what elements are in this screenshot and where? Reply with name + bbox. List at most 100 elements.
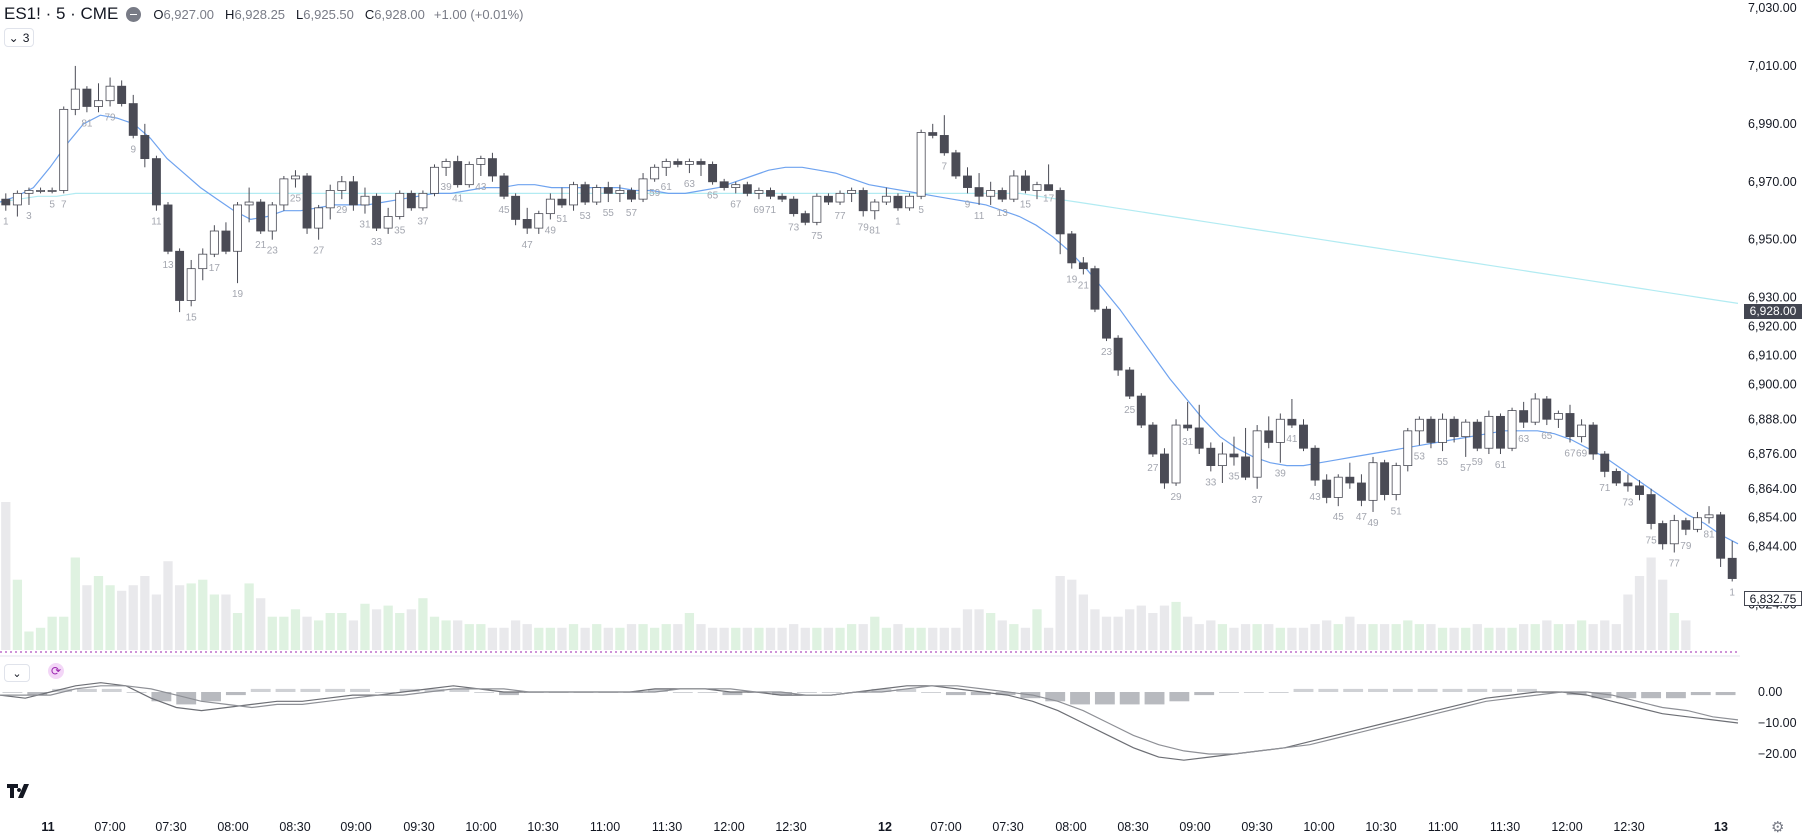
candle-body bbox=[163, 204, 173, 252]
volume-bar bbox=[1310, 624, 1320, 650]
bar-count-label: 3 bbox=[26, 211, 32, 222]
candle bbox=[233, 202, 242, 284]
candle bbox=[395, 190, 405, 220]
macd-histogram-bar bbox=[1343, 688, 1364, 692]
time-axis[interactable]: 11 07:00 07:30 08:00 08:30 09:00 09:30 10:00 10:… bbox=[41, 820, 1728, 834]
market-status-icon[interactable] bbox=[126, 6, 142, 22]
bar-count-label: 27 bbox=[1147, 463, 1159, 474]
macd-histogram-bar bbox=[499, 692, 519, 696]
candle-body bbox=[464, 163, 474, 186]
candle bbox=[348, 175, 358, 211]
volume-bar bbox=[846, 624, 857, 650]
candle-body bbox=[592, 187, 602, 203]
candle-body bbox=[719, 181, 729, 188]
volume-bar bbox=[1264, 624, 1274, 650]
volume-bar bbox=[638, 624, 648, 650]
macd-histogram-bar bbox=[27, 692, 48, 696]
candle-body bbox=[1356, 482, 1366, 501]
change-value: +1.00 (+0.01%) bbox=[433, 6, 524, 22]
macd-histogram-bar bbox=[970, 692, 991, 696]
macd-axis[interactable]: 0.00 −10.00 −20.00 bbox=[1758, 685, 1797, 761]
candle bbox=[1299, 419, 1308, 452]
candle bbox=[1125, 367, 1135, 399]
time-tick-label: 10:00 bbox=[1303, 820, 1334, 834]
indicators-collapse-button[interactable]: ⌄ 3 bbox=[4, 28, 34, 47]
candle-body bbox=[881, 195, 891, 203]
macd-histogram-bar bbox=[772, 692, 793, 696]
time-tick-label: 07:00 bbox=[94, 820, 125, 834]
candle bbox=[430, 164, 439, 197]
candle bbox=[441, 158, 451, 176]
candle bbox=[951, 149, 961, 179]
bar-count-label: 11 bbox=[151, 217, 162, 228]
candle bbox=[499, 173, 509, 200]
candle bbox=[453, 155, 463, 188]
volume-bar bbox=[1217, 624, 1228, 650]
time-tick-label: 10:30 bbox=[1365, 820, 1396, 834]
candle bbox=[12, 190, 22, 217]
bar-count-label: 19 bbox=[232, 289, 244, 300]
moving-averages bbox=[0, 114, 1739, 545]
bar-count-label: 63 bbox=[1518, 434, 1530, 445]
volume-bar bbox=[696, 624, 706, 650]
candle bbox=[59, 106, 69, 194]
candle-body bbox=[684, 161, 694, 165]
candle-body bbox=[233, 204, 242, 252]
bar-count-label: 61 bbox=[661, 182, 673, 193]
volume-bar bbox=[82, 585, 92, 650]
candle-body bbox=[696, 161, 706, 165]
volume-bar bbox=[1020, 627, 1031, 650]
candle-body bbox=[1426, 418, 1436, 443]
candle-body bbox=[777, 195, 787, 200]
candle bbox=[279, 175, 289, 211]
symbol-title[interactable]: ES1! · 5 · CME bbox=[4, 4, 119, 23]
volume-bar bbox=[1171, 601, 1181, 650]
sync-icon[interactable]: ⟳ bbox=[48, 663, 64, 679]
volume-bar bbox=[823, 627, 834, 650]
macd-histogram-bar bbox=[1119, 692, 1140, 705]
candle bbox=[1600, 451, 1610, 478]
candle bbox=[1171, 419, 1181, 486]
macd-histogram-bar bbox=[1715, 692, 1736, 696]
candle bbox=[1449, 416, 1459, 443]
candle bbox=[650, 164, 660, 182]
time-tick-label: 11 bbox=[41, 820, 54, 834]
time-tick-label: 12 bbox=[878, 820, 892, 834]
candle-body bbox=[1368, 462, 1378, 501]
bar-count-label: 29 bbox=[1170, 492, 1182, 503]
volume-bar bbox=[986, 613, 996, 650]
volume-bar bbox=[951, 627, 961, 650]
bar-count-label: 1 bbox=[895, 217, 901, 228]
tradingview-logo-icon[interactable] bbox=[7, 784, 37, 798]
bar-count-label: 55 bbox=[603, 208, 615, 219]
volume-bar bbox=[1078, 594, 1088, 650]
macd-histogram-bar bbox=[250, 688, 271, 692]
macd-collapse-button[interactable]: ⌄ bbox=[4, 664, 30, 682]
bar-count-label: 9 bbox=[130, 144, 136, 155]
volume-bar bbox=[267, 616, 277, 650]
candle-body bbox=[186, 268, 196, 301]
macd-histogram-bar bbox=[151, 692, 172, 702]
bar-count-label: 25 bbox=[290, 194, 302, 205]
candle-body bbox=[870, 201, 880, 212]
volume-bar bbox=[1611, 624, 1621, 650]
price-axis[interactable]: 7,030.00 7,010.00 6,990.00 6,970.00 6,950.00… bbox=[1748, 1, 1797, 612]
bar-count-label: 53 bbox=[1414, 451, 1426, 462]
candle bbox=[487, 152, 497, 182]
gear-icon[interactable]: ⚙ bbox=[1771, 819, 1785, 836]
candle bbox=[1368, 456, 1378, 512]
candle-body bbox=[534, 213, 544, 229]
macd-histogram-bar bbox=[1417, 688, 1438, 692]
volume-bar bbox=[812, 627, 822, 650]
bar-count-label: 31 bbox=[1182, 437, 1194, 448]
bar-count-label: 37 bbox=[417, 217, 429, 228]
candle bbox=[256, 199, 266, 234]
candle-body bbox=[1229, 453, 1239, 458]
candle-body bbox=[1403, 430, 1413, 467]
bar-count-label: 13 bbox=[162, 260, 174, 271]
time-tick-label: 13 bbox=[1714, 820, 1728, 834]
candle bbox=[1403, 427, 1413, 472]
candle-body bbox=[418, 192, 428, 209]
volume-bar bbox=[1368, 624, 1378, 650]
